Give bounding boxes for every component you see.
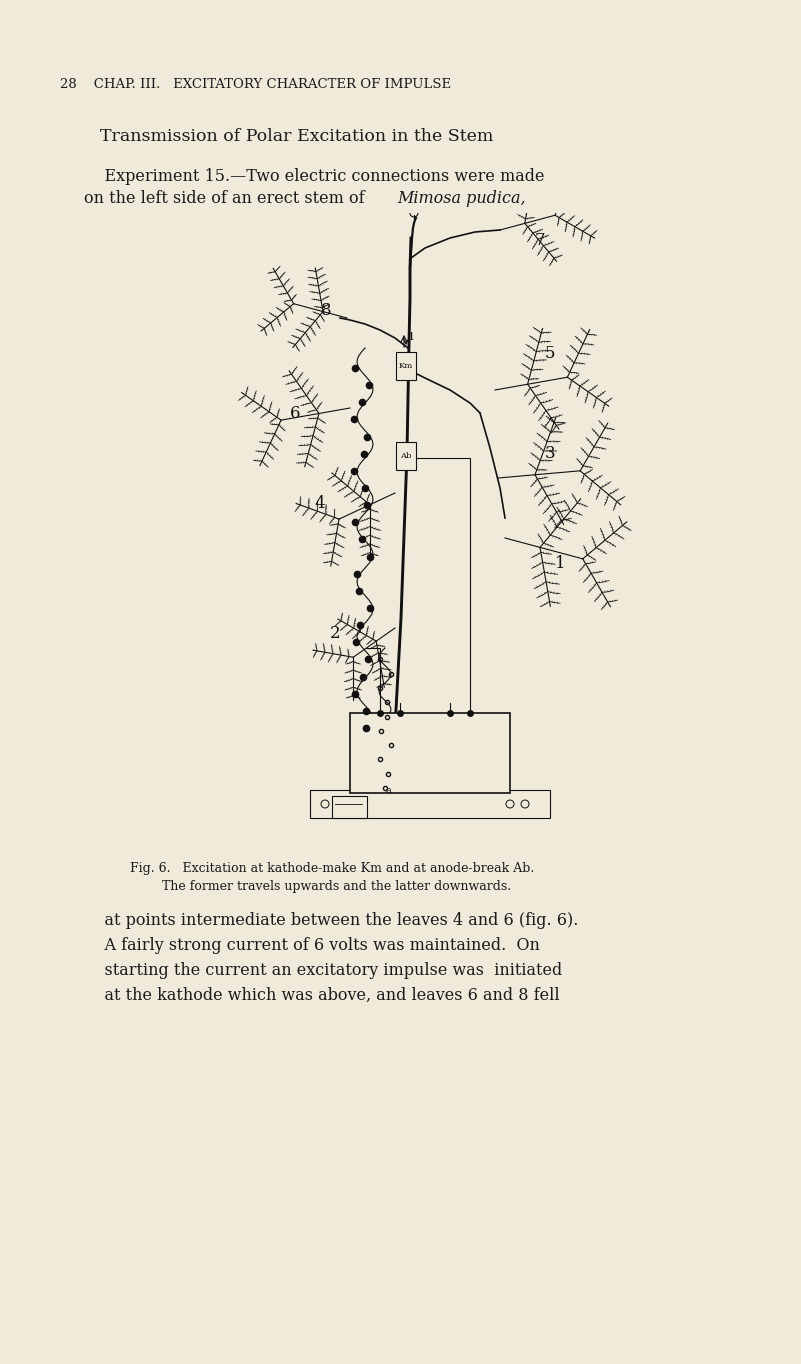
Bar xyxy=(350,713,510,792)
Text: a: a xyxy=(385,786,391,795)
Text: 3: 3 xyxy=(545,445,556,462)
Text: Ab: Ab xyxy=(400,451,412,460)
Text: 2: 2 xyxy=(329,625,340,642)
Text: Fig. 6.   Excitation at kathode-make Km and at anode-break Ab.
        The forme: Fig. 6. Excitation at kathode-make Km an… xyxy=(130,862,534,893)
Text: 1: 1 xyxy=(555,555,566,572)
Text: 6: 6 xyxy=(289,405,300,421)
Text: 28    CHAP. III.   EXCITATORY CHARACTER OF IMPULSE: 28 CHAP. III. EXCITATORY CHARACTER OF IM… xyxy=(60,78,451,91)
Text: at points intermediate between the leaves 4 and 6 (fig. 6).
    A fairly strong : at points intermediate between the leave… xyxy=(84,913,578,1004)
Text: 1: 1 xyxy=(408,331,415,342)
Bar xyxy=(396,352,416,381)
Text: 7: 7 xyxy=(535,232,545,250)
Text: Km: Km xyxy=(399,361,413,370)
Bar xyxy=(332,797,367,818)
Bar xyxy=(396,442,416,471)
Bar xyxy=(310,790,550,818)
Text: Transmission of Polar Excitation in the Stem: Transmission of Polar Excitation in the … xyxy=(100,128,493,145)
Text: Mimosa pudica,: Mimosa pudica, xyxy=(397,190,525,207)
Text: Experiment 15.—Two electric connections were made: Experiment 15.—Two electric connections … xyxy=(84,168,545,186)
Text: 8: 8 xyxy=(321,301,332,319)
Text: 5: 5 xyxy=(545,345,556,361)
Text: 4: 4 xyxy=(314,495,325,512)
Text: on the left side of an erect stem of: on the left side of an erect stem of xyxy=(84,190,370,207)
